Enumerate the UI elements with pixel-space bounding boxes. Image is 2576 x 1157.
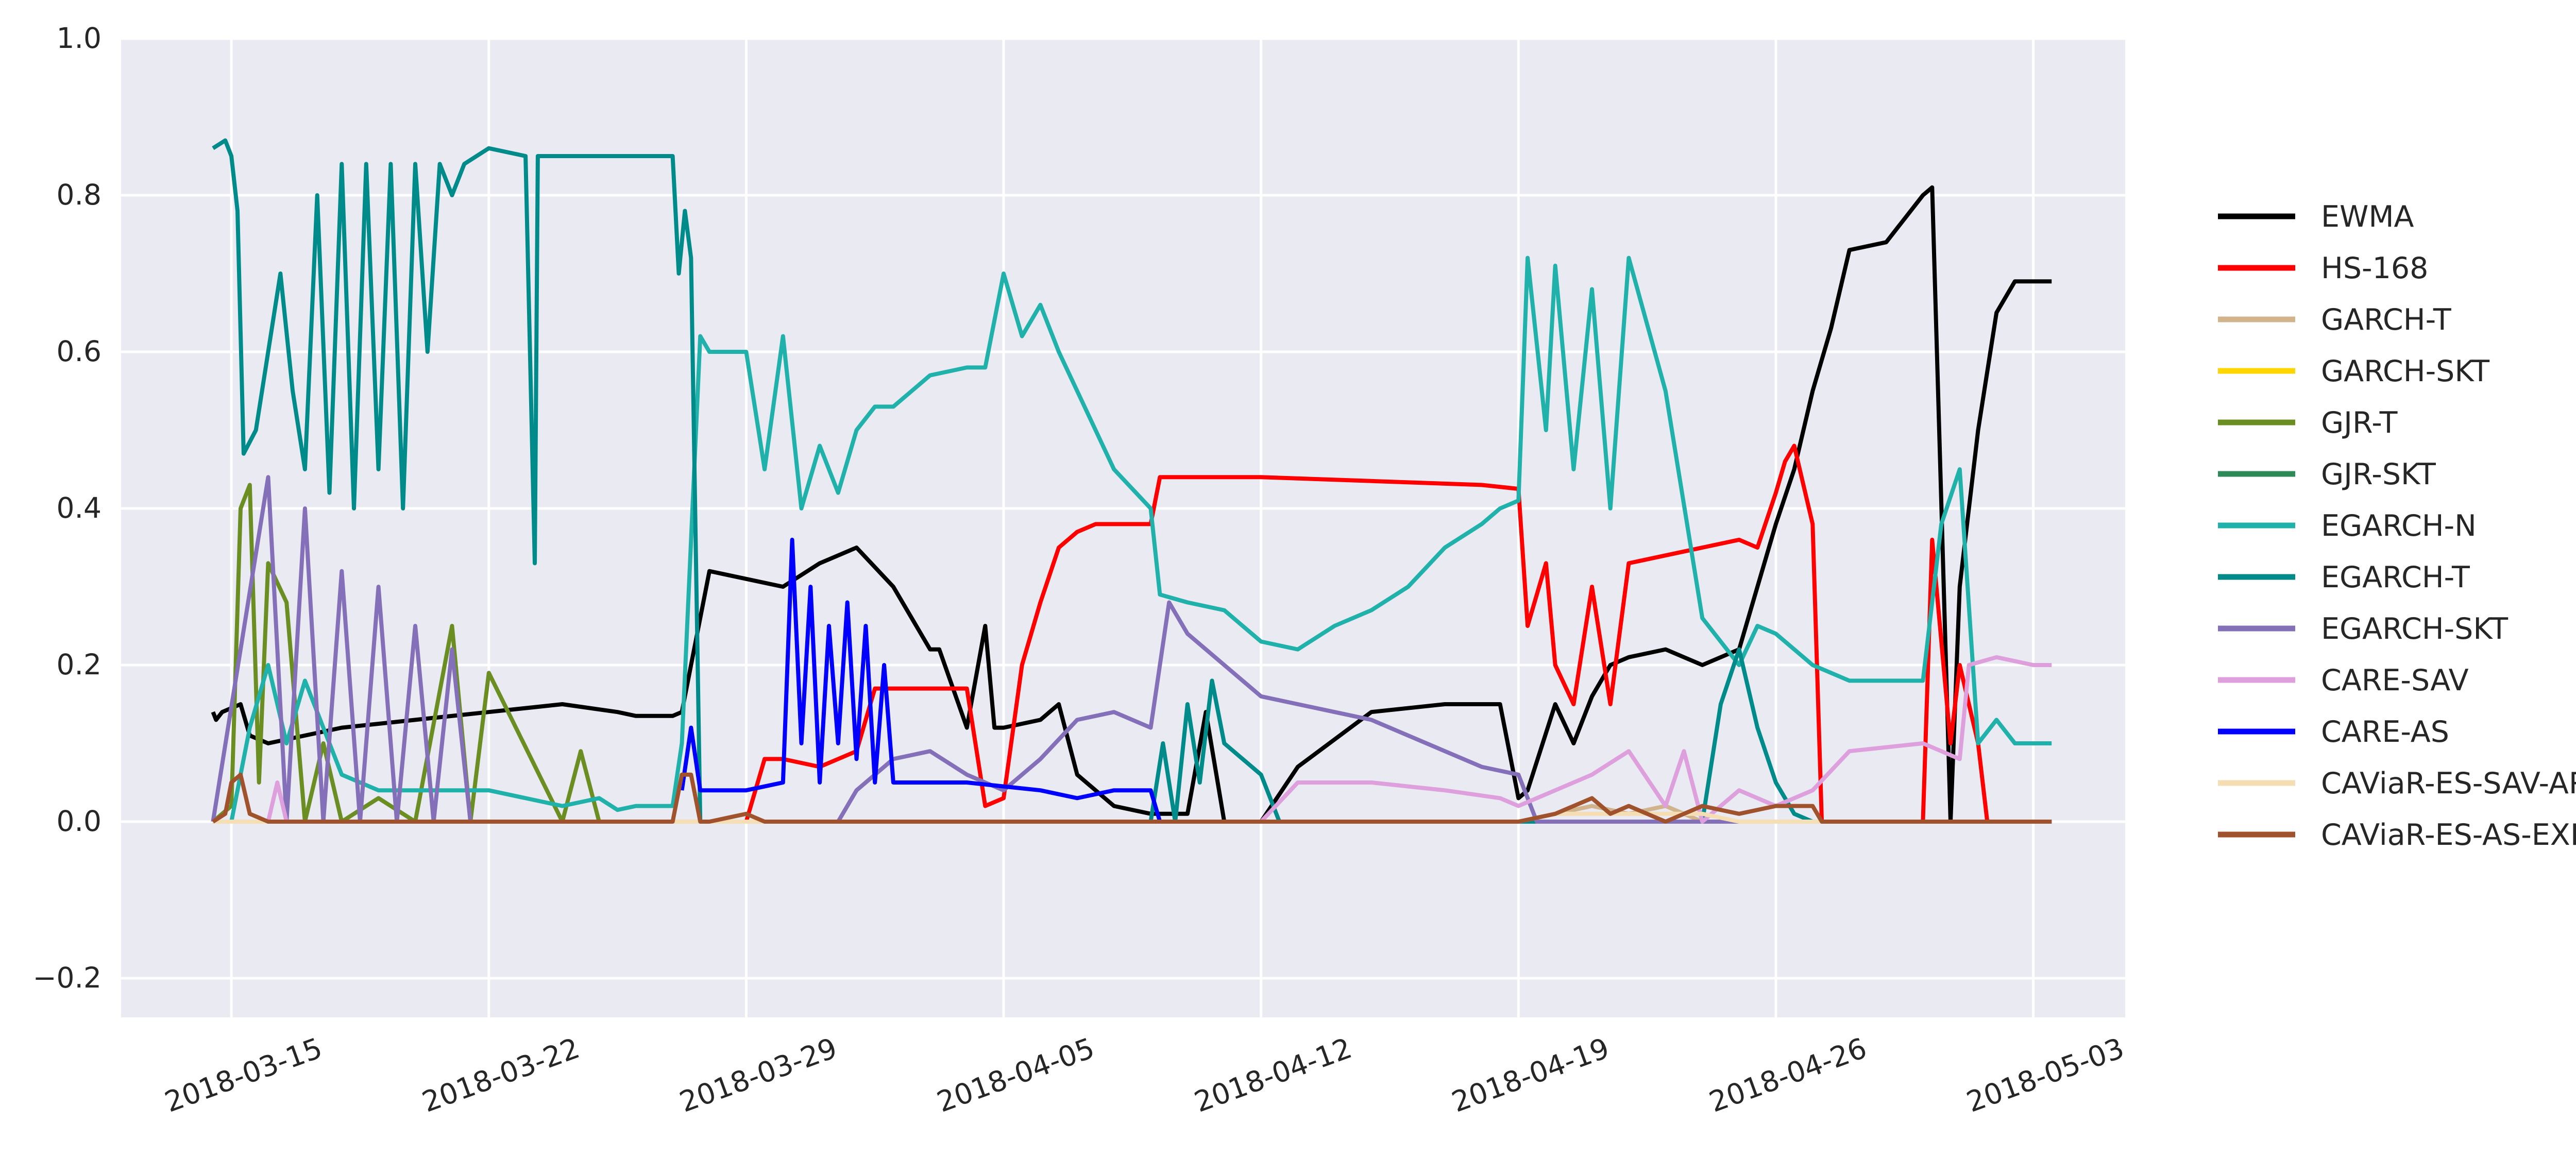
series-line-egarch-skt: [211, 475, 2052, 824]
y-tick-label: −0.2: [32, 961, 101, 994]
x-tick-label: 2018-04-26: [1705, 1031, 1871, 1118]
legend: EWMA HS-168 GARCH-T GARCH-SKT GJR-T GJR-SKT EG…: [2218, 200, 2576, 852]
legend-label: CARE-AS: [2321, 715, 2449, 749]
series-lines: [211, 138, 2052, 824]
series-line-hs-168: [213, 444, 2052, 824]
legend-label: CARE-SAV: [2321, 663, 2469, 697]
x-tick-label: 2018-04-12: [1190, 1031, 1356, 1118]
legend-label: EGARCH-N: [2321, 509, 2477, 543]
legend-label: CAViaR-ES-SAV-AR: [2321, 767, 2576, 801]
legend-label: GJR-T: [2321, 406, 2398, 440]
y-tick-label: 0.2: [57, 648, 101, 681]
legend-label: GARCH-T: [2321, 303, 2451, 337]
series-line-care-sav: [213, 655, 2052, 824]
plot-area: [121, 39, 2125, 1017]
x-tick-label: 2018-03-22: [418, 1031, 584, 1118]
x-axis-ticks: 2018-03-15 2018-03-22 2018-03-29 2018-04-05…: [160, 1031, 2128, 1118]
x-tick-label: 2018-03-29: [675, 1031, 841, 1118]
legend-label: HS-168: [2321, 251, 2428, 285]
y-tick-label: 0.0: [57, 805, 101, 838]
x-tick-label: 2018-04-19: [1447, 1031, 1613, 1118]
legend-label: GARCH-SKT: [2321, 354, 2489, 388]
legend-label: EGARCH-T: [2321, 560, 2470, 594]
y-tick-label: 0.4: [57, 491, 101, 524]
x-tick-label: 2018-05-03: [1962, 1031, 2128, 1118]
series-line-egarch-n: [213, 256, 2052, 824]
legend-label: GJR-SKT: [2321, 457, 2436, 491]
y-tick-label: 0.6: [57, 335, 101, 368]
legend-label: CAViaR-ES-AS-EXP: [2321, 818, 2576, 852]
series-line-care-as: [680, 537, 1162, 823]
legend-label: EWMA: [2321, 200, 2414, 234]
legend-label: EGARCH-SKT: [2321, 612, 2508, 646]
y-tick-label: 0.8: [57, 178, 101, 211]
x-tick-label: 2018-03-15: [160, 1031, 326, 1118]
y-tick-label: 1.0: [57, 22, 101, 55]
series-line-caviar-es-as-exp: [212, 772, 2052, 824]
x-tick-label: 2018-04-05: [933, 1031, 1098, 1118]
y-axis-ticks: −0.2 0.0 0.2 0.4 0.6 0.8 1.0: [32, 22, 101, 994]
